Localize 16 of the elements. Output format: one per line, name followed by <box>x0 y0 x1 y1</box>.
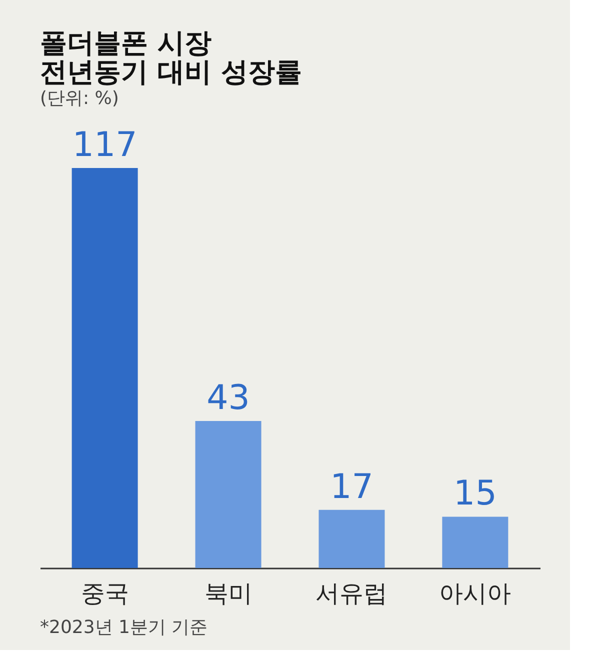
text: 폴더블폰 시장 <box>40 28 212 59</box>
bar <box>318 510 385 568</box>
bar <box>442 516 508 568</box>
data-label: 117 <box>72 125 138 165</box>
data-label: 17 <box>330 466 374 507</box>
x-tick-label: 아시아 <box>439 580 512 608</box>
data-label: 15 <box>454 474 497 514</box>
x-tick-label: 서유럽 <box>316 580 388 608</box>
text: *2023년 1분기 기준 <box>40 617 208 638</box>
bar <box>72 168 138 568</box>
text: 전년동기 대비 성장률 <box>40 57 302 88</box>
chart-subtitle: (단위: %) <box>40 88 119 109</box>
data-label: 43 <box>206 378 250 418</box>
bar <box>195 420 262 568</box>
x-tick-label: 중국 <box>80 580 129 608</box>
x-tick-label: 북미 <box>204 580 252 608</box>
